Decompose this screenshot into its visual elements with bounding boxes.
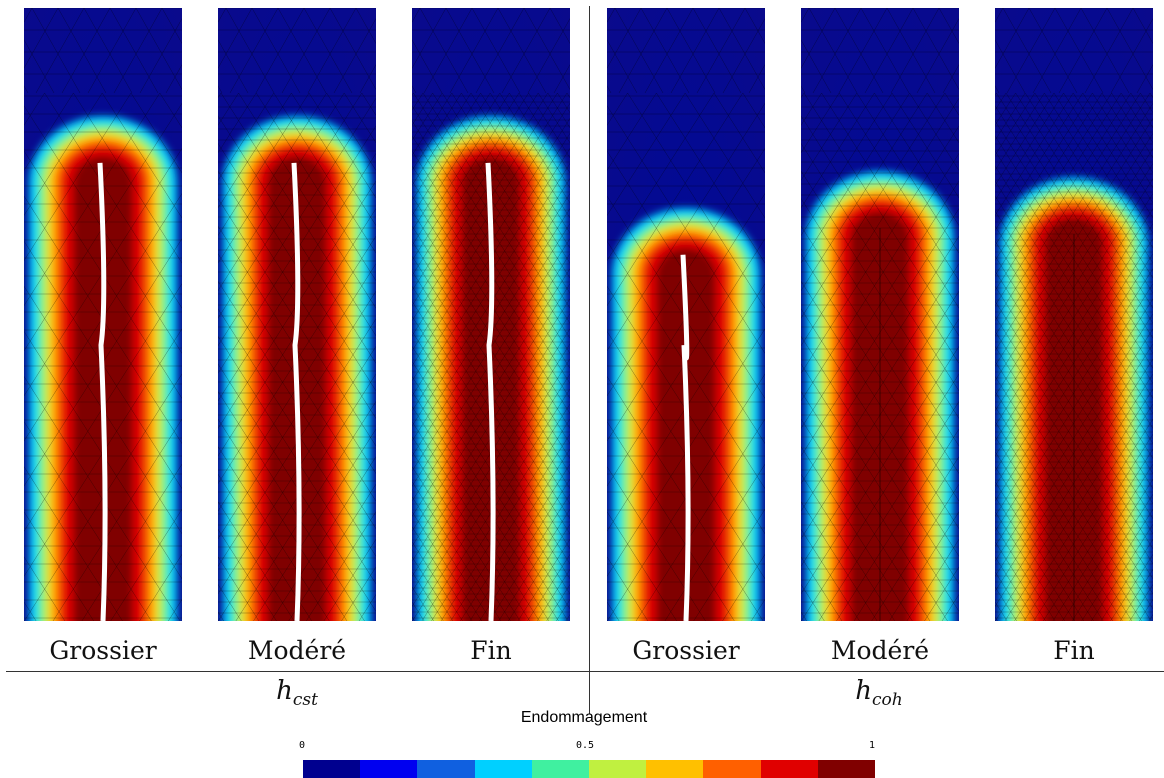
mesh-lines: [607, 8, 765, 621]
colorbar-tick: 1: [869, 740, 876, 751]
damage-panel-cst-grossier: [24, 8, 182, 621]
panel-label: Grossier: [632, 636, 740, 665]
crack-line: [291, 162, 302, 621]
damage-panel-coh-modere: [801, 8, 959, 621]
colorbar-title: Endommagement: [520, 709, 648, 726]
colorbar-segment: [589, 760, 647, 778]
group-label-coh: hcoh: [779, 676, 979, 710]
damage-field: [29, 116, 177, 621]
group-divider-vertical: [589, 6, 590, 714]
panel-label: Grossier: [49, 636, 157, 665]
mesh-plot: [218, 8, 376, 621]
group-subscript: coh: [872, 690, 903, 711]
damage-panel-coh-grossier: [607, 8, 765, 621]
mesh-plot: [412, 8, 570, 621]
colorbar-segment: [646, 760, 704, 778]
crack-line: [680, 254, 691, 621]
colorbar-segment: [760, 760, 818, 778]
colorbar-segment: [417, 760, 475, 778]
damage-panel-coh-fin: [995, 8, 1153, 621]
panel-label: Fin: [1053, 636, 1095, 665]
damage-panel-cst-fin: [412, 8, 570, 621]
colorbar-segment: [303, 760, 361, 778]
crack-line: [485, 162, 496, 621]
colorbar-segment: [703, 760, 761, 778]
group-symbol: h: [855, 676, 873, 706]
panel-label: Modéré: [830, 636, 930, 665]
colorbar: [303, 760, 876, 778]
panel-label: Modéré: [247, 636, 347, 665]
crack-line: [97, 162, 108, 621]
mesh-plot: [801, 8, 959, 621]
mesh-plot: [24, 8, 182, 621]
group-label-cst: hcst: [197, 676, 397, 710]
panel-label: Fin: [470, 636, 512, 665]
colorbar-segment: [817, 760, 876, 778]
group-divider-horizontal: [6, 671, 1164, 672]
mesh-plot: [995, 8, 1153, 621]
group-subscript: cst: [292, 690, 318, 711]
colorbar-tick: 0: [299, 740, 306, 751]
colorbar-segment: [360, 760, 418, 778]
colorbar-tick: 0.5: [576, 740, 595, 751]
damage-panel-cst-modere: [218, 8, 376, 621]
mesh-lines: [801, 8, 959, 621]
colorbar-segment: [474, 760, 532, 778]
colorbar-segment: [531, 760, 590, 778]
group-symbol: h: [276, 676, 293, 706]
mesh-plot: [607, 8, 765, 621]
